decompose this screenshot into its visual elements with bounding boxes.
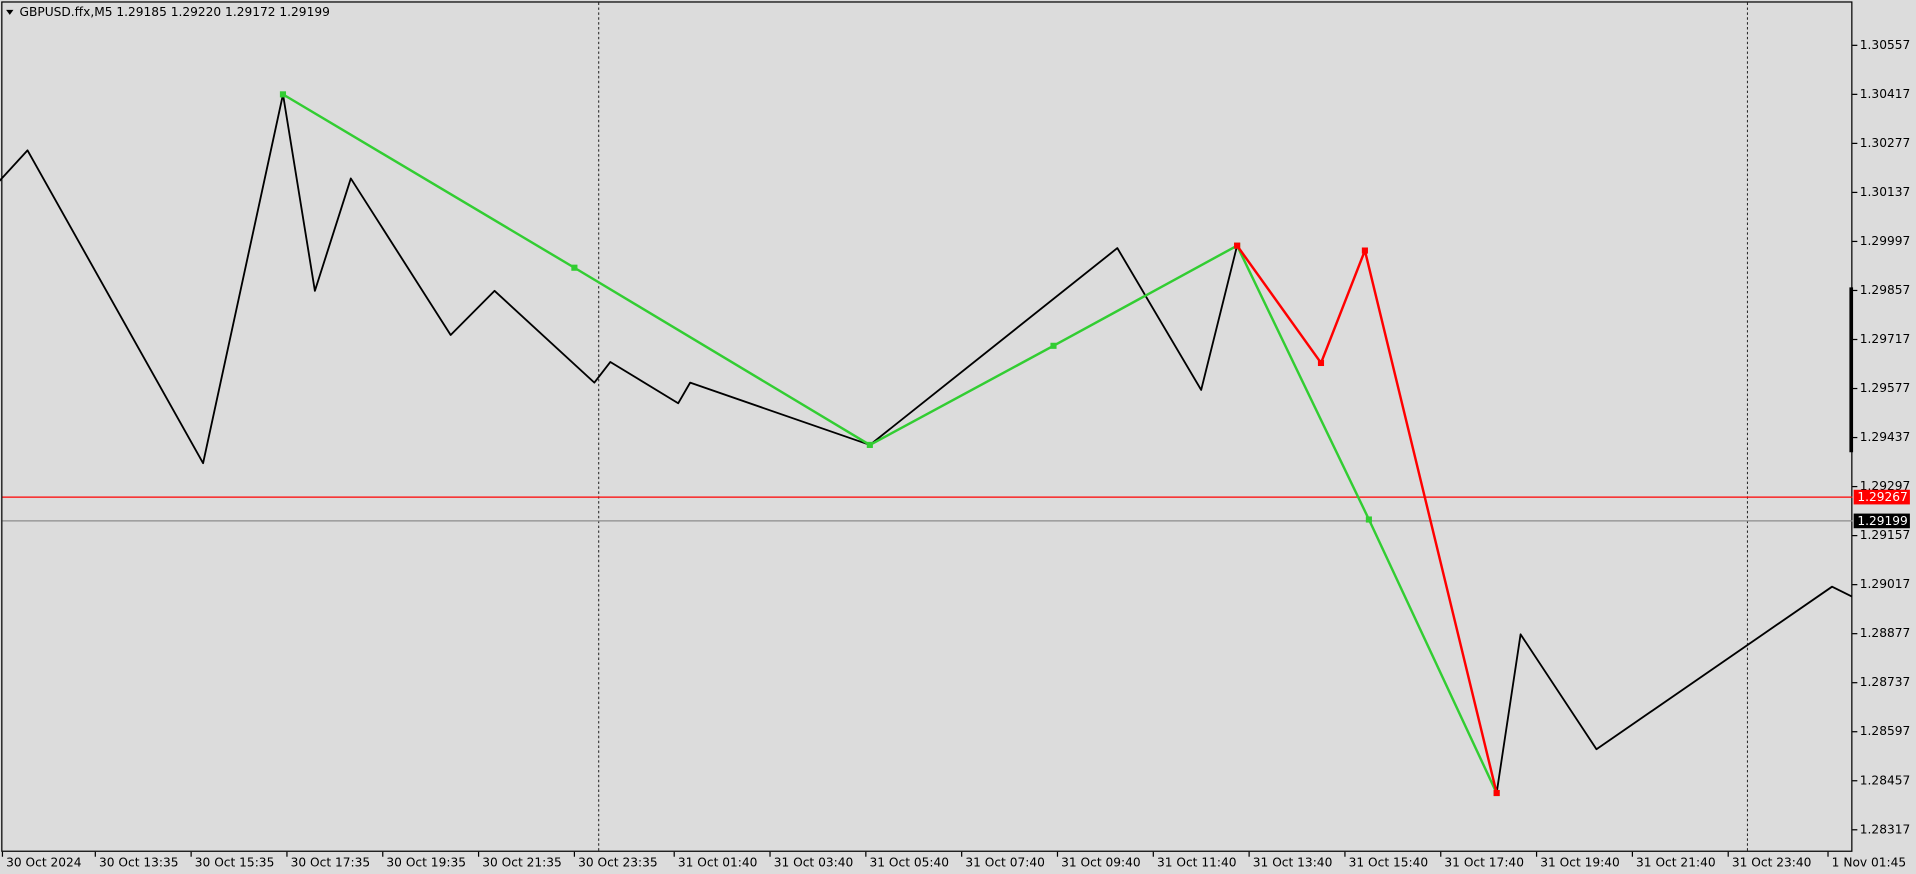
y-tick-label: 1.28317 [1860,822,1910,836]
y-tick-label: 1.29997 [1860,234,1910,248]
x-tick-label: 30 Oct 2024 [6,855,82,869]
y-tick-label: 1.28737 [1860,675,1910,689]
x-tick-label: 31 Oct 07:40 [965,855,1045,869]
y-tick-label: 1.29717 [1860,332,1910,346]
y-tick-label: 1.29297 [1860,479,1910,493]
x-tick-label: 31 Oct 13:40 [1253,855,1333,869]
y-tick-label: 1.30557 [1860,38,1910,52]
y-tick-label: 1.28877 [1860,626,1910,640]
x-tick-label: 30 Oct 17:35 [291,855,371,869]
x-tick-label: 31 Oct 11:40 [1157,855,1237,869]
zigzag-line [1236,244,1498,794]
y-tick-label: 1.29857 [1860,283,1910,297]
y-tick-label: 1.30277 [1860,136,1910,150]
y-tick-label: 1.30417 [1860,87,1910,101]
zigzag-point [1050,342,1057,349]
x-tick-label: 31 Oct 09:40 [1061,855,1141,869]
zigzag-point [1317,359,1325,367]
x-tick-label: 30 Oct 21:35 [482,855,562,869]
x-tick-label: 31 Oct 05:40 [870,855,950,869]
price-label: 1.29267 [1857,490,1907,504]
y-tick-label: 1.29577 [1860,381,1910,395]
zigzag-point [1365,516,1372,523]
x-tick-label: 31 Oct 23:40 [1732,855,1812,869]
x-tick-label: 30 Oct 19:35 [386,855,466,869]
x-tick-label: 30 Oct 23:35 [578,855,658,869]
x-tick-label: 31 Oct 19:40 [1540,855,1620,869]
zigzag-point [1234,242,1241,249]
y-tick-label: 1.29157 [1860,528,1910,542]
x-tick-label: 31 Oct 15:40 [1349,855,1429,869]
y-tick-label: 1.29437 [1860,430,1910,444]
x-tick-label: 31 Oct 17:40 [1444,855,1524,869]
zigzag-point [1493,789,1500,797]
x-tick-label: 31 Oct 01:40 [678,855,758,869]
y-tick-label: 1.28457 [1860,773,1910,787]
x-tick-label: 1 Nov 01:45 [1832,855,1907,869]
zigzag-point [1361,247,1368,254]
price-label-box [1853,489,1910,505]
zigzag-point [866,441,873,448]
y-tick-label: 1.29017 [1860,577,1910,591]
y-tick-label: 1.28597 [1860,724,1910,738]
price-label-box [1853,513,1910,529]
y-tick-label: 1.30137 [1860,185,1910,199]
zigzag-point [571,264,578,271]
zigzag-point [279,91,287,98]
chart-title: GBPUSD.ffx,M5 1.29185 1.29220 1.29172 1.… [20,5,330,19]
x-tick-label: 30 Oct 13:35 [99,855,179,869]
x-tick-label: 31 Oct 03:40 [774,855,854,869]
x-tick-label: 31 Oct 21:40 [1636,855,1716,869]
x-tick-label: 30 Oct 15:35 [195,855,275,869]
zigzag-line [0,93,1853,794]
menu-arrow[interactable] [6,9,14,15]
price-label: 1.29199 [1857,514,1907,528]
